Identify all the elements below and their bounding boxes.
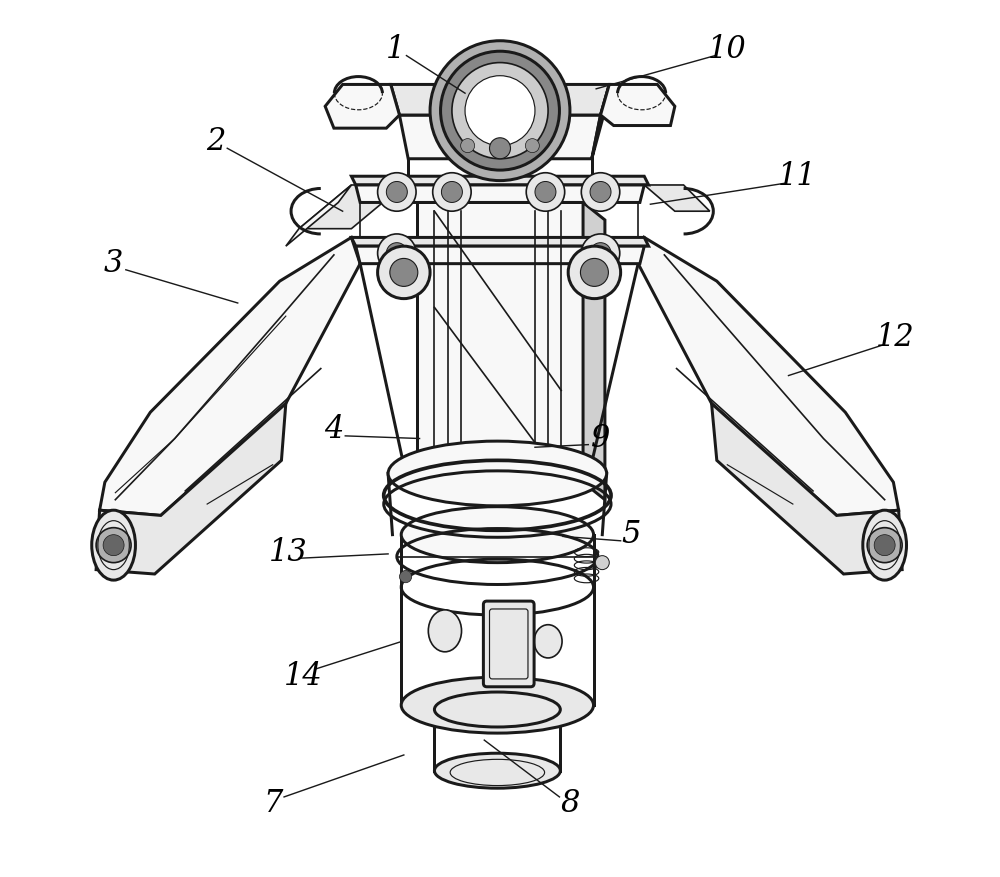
Text: 11: 11	[778, 160, 817, 192]
Text: 3: 3	[104, 248, 123, 279]
Ellipse shape	[534, 624, 562, 658]
Text: 13: 13	[269, 537, 308, 567]
Polygon shape	[601, 84, 675, 125]
Ellipse shape	[401, 677, 594, 733]
Polygon shape	[325, 84, 399, 128]
Circle shape	[490, 138, 510, 159]
Ellipse shape	[863, 510, 907, 580]
Polygon shape	[286, 185, 351, 246]
Circle shape	[386, 243, 407, 264]
Circle shape	[399, 571, 412, 582]
Polygon shape	[351, 238, 649, 246]
Polygon shape	[644, 185, 710, 211]
Circle shape	[386, 182, 407, 203]
Text: 10: 10	[708, 34, 747, 65]
Circle shape	[535, 182, 556, 203]
Circle shape	[874, 535, 895, 556]
Text: 5: 5	[621, 519, 641, 550]
Text: 2: 2	[206, 125, 226, 157]
Circle shape	[867, 528, 902, 563]
Circle shape	[96, 528, 131, 563]
Circle shape	[378, 234, 416, 273]
Circle shape	[378, 173, 416, 211]
Polygon shape	[391, 84, 609, 115]
Text: 7: 7	[263, 788, 282, 819]
Ellipse shape	[388, 441, 607, 506]
Text: 8: 8	[560, 788, 580, 819]
Polygon shape	[96, 403, 286, 574]
Polygon shape	[351, 176, 649, 185]
Circle shape	[430, 40, 570, 181]
Circle shape	[441, 182, 462, 203]
Polygon shape	[356, 185, 644, 203]
Circle shape	[526, 173, 565, 211]
Circle shape	[568, 246, 621, 299]
Circle shape	[595, 556, 609, 570]
Circle shape	[465, 75, 535, 146]
Ellipse shape	[401, 507, 594, 563]
Polygon shape	[592, 84, 609, 159]
Polygon shape	[299, 185, 404, 229]
Text: 1: 1	[385, 34, 405, 65]
Polygon shape	[356, 246, 644, 264]
Circle shape	[441, 51, 559, 170]
Circle shape	[581, 234, 620, 273]
Polygon shape	[712, 403, 902, 574]
Text: 14: 14	[284, 660, 323, 692]
FancyBboxPatch shape	[483, 601, 534, 687]
Circle shape	[390, 259, 418, 287]
Ellipse shape	[428, 610, 462, 652]
Circle shape	[452, 62, 548, 159]
Ellipse shape	[434, 753, 560, 788]
Ellipse shape	[92, 510, 135, 580]
Circle shape	[525, 139, 539, 153]
Circle shape	[581, 173, 620, 211]
Polygon shape	[638, 238, 899, 516]
Circle shape	[590, 243, 611, 264]
Text: 9: 9	[591, 423, 610, 454]
Ellipse shape	[434, 692, 560, 727]
Circle shape	[461, 139, 475, 153]
Text: 12: 12	[876, 323, 915, 353]
Text: 4: 4	[324, 414, 344, 446]
Polygon shape	[583, 203, 605, 500]
Polygon shape	[417, 203, 583, 482]
Circle shape	[580, 259, 608, 287]
Circle shape	[103, 535, 124, 556]
Circle shape	[433, 173, 471, 211]
Polygon shape	[399, 115, 601, 159]
Polygon shape	[100, 238, 360, 516]
Circle shape	[590, 182, 611, 203]
Circle shape	[378, 246, 430, 299]
